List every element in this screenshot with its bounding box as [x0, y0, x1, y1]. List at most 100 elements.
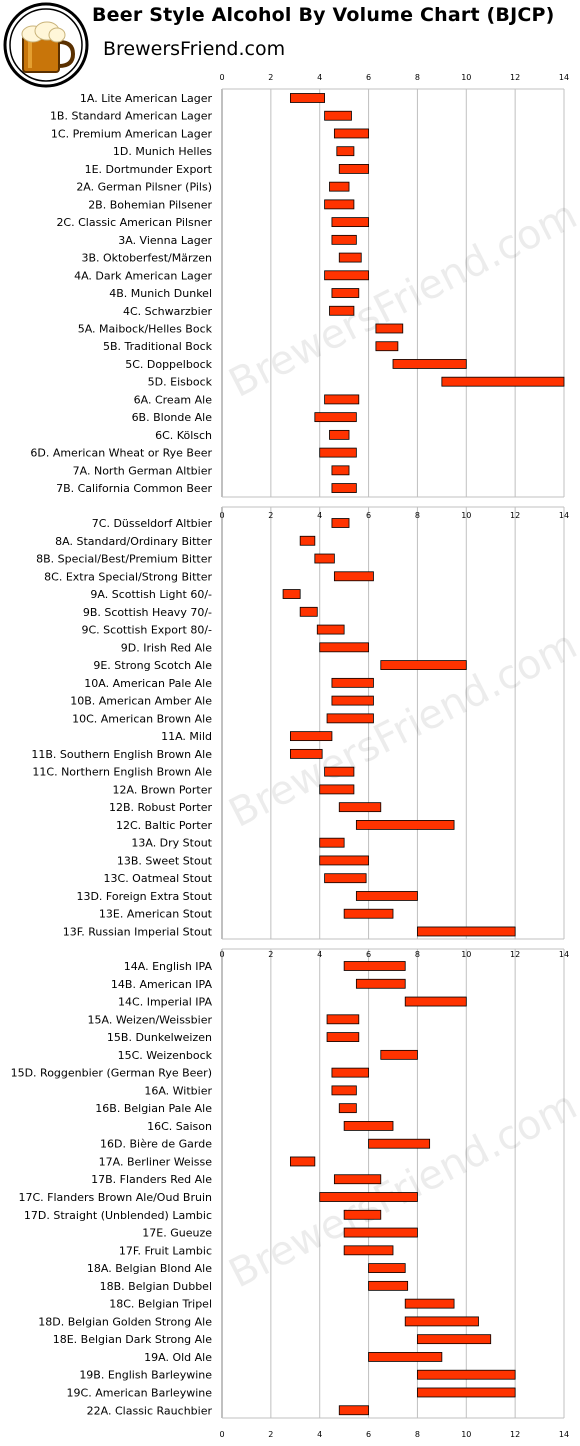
category-label: 17A. Berliner Weisse: [99, 1155, 213, 1168]
abv-range-bar: [343, 1227, 418, 1238]
x-tick-label: 0: [219, 73, 224, 82]
abv-range-bar: [441, 376, 565, 387]
category-label: 13C. Oatmeal Stout: [104, 872, 213, 885]
category-label: 15A. Weizen/Weissbier: [88, 1013, 213, 1026]
abv-range-bar: [324, 873, 367, 884]
beer-mug-icon: [3, 2, 89, 88]
category-label: 4C. Schwarzbier: [123, 305, 213, 318]
abv-range-bar: [375, 323, 404, 334]
category-label: 17C. Flanders Brown Ale/Oud Bruin: [18, 1191, 212, 1204]
category-label: 10A. American Pale Ale: [84, 677, 212, 690]
category-label: 2A. German Pilsner (Pils): [76, 181, 212, 194]
abv-range-bar: [331, 677, 374, 688]
x-tick-label: 10: [461, 73, 471, 82]
x-tick-label: 10: [461, 511, 471, 520]
abv-range-bar: [333, 571, 374, 582]
abv-range-bar: [338, 1405, 369, 1416]
category-label: 14B. American IPA: [111, 978, 213, 991]
category-label: 17B. Flanders Red Ale: [91, 1173, 212, 1186]
x-tick-label: 6: [366, 511, 371, 520]
category-label: 6A. Cream Ale: [134, 393, 213, 406]
abv-range-bar: [314, 553, 335, 564]
x-tick-label: 6: [366, 1430, 371, 1439]
category-label: 19B. English Barleywine: [79, 1369, 212, 1382]
abv-range-bar: [338, 252, 362, 263]
category-label: 1B. Standard American Lager: [50, 110, 213, 123]
abv-range-bar: [368, 1263, 406, 1273]
abv-range-bar: [319, 837, 345, 848]
abv-range-bar: [326, 713, 374, 724]
abv-range-bar: [331, 234, 357, 245]
x-tick-label: 4: [317, 511, 322, 520]
abv-range-bar: [324, 766, 355, 777]
x-tick-label: 8: [415, 511, 420, 520]
category-label: 5C. Doppelbock: [125, 358, 212, 371]
category-label: 14C. Imperial IPA: [118, 996, 212, 1009]
x-tick-label: 12: [510, 511, 520, 520]
abv-range-bar: [417, 1387, 516, 1398]
x-tick-label: 14: [559, 73, 569, 82]
category-label: 3B. Oktoberfest/Märzen: [81, 252, 212, 265]
x-tick-label: 6: [366, 950, 371, 959]
category-label: 1C. Premium American Lager: [51, 127, 213, 140]
category-label: 22A. Classic Rauchbier: [87, 1404, 213, 1417]
category-label: 5A. Maibock/Helles Bock: [78, 322, 213, 335]
category-label: 9E. Strong Scotch Ale: [93, 659, 212, 672]
abv-range-bar: [289, 731, 333, 742]
x-tick-label: 10: [461, 950, 471, 959]
abv-range-bar: [319, 855, 369, 866]
category-label: 10C. American Brown Ale: [72, 712, 212, 725]
category-label: 17F. Fruit Lambic: [119, 1244, 212, 1257]
category-label: 3A. Vienna Lager: [118, 234, 212, 247]
abv-range-bar: [338, 1103, 357, 1114]
category-label: 1A. Lite American Lager: [80, 92, 213, 105]
category-label: 8C. Extra Special/Strong Bitter: [44, 570, 212, 583]
abv-range-bar: [355, 820, 455, 830]
x-tick-label: 14: [559, 511, 569, 520]
category-label: 18E. Belgian Dark Strong Ale: [53, 1333, 212, 1346]
category-label: 18B. Belgian Dubbel: [100, 1280, 212, 1293]
watermark: BrewersFriend.com: [222, 622, 580, 837]
category-label: 18D. Belgian Golden Strong Ale: [38, 1315, 212, 1328]
abv-range-bar: [331, 1067, 369, 1078]
category-label: 13D. Foreign Extra Stout: [76, 890, 212, 903]
abv-range-bar: [289, 1156, 316, 1167]
abv-range-bar: [343, 1121, 394, 1131]
category-label: 11C. Northern English Brown Ale: [32, 766, 212, 779]
abv-range-bar: [333, 1174, 382, 1185]
category-label: 16D. Bière de Garde: [100, 1138, 212, 1151]
category-label: 19C. American Barleywine: [67, 1386, 213, 1399]
x-tick-label: 2: [268, 950, 273, 959]
category-label: 14A. English IPA: [124, 960, 213, 973]
abv-range-bar: [338, 164, 369, 174]
category-label: 12A. Brown Porter: [113, 783, 213, 796]
abv-range-bar: [316, 624, 345, 635]
category-label: 17D. Straight (Unblended) Lambic: [24, 1209, 212, 1222]
category-label: 8A. Standard/Ordinary Bitter: [55, 535, 212, 548]
abv-range-bar: [326, 1014, 360, 1025]
category-label: 15B. Dunkelweizen: [107, 1031, 212, 1044]
abv-range-bar: [417, 1369, 516, 1380]
category-label: 17E. Gueuze: [142, 1227, 212, 1240]
category-label: 10B. American Amber Ale: [70, 695, 212, 708]
abv-range-bar: [404, 1298, 455, 1309]
category-label: 1E. Dortmunder Export: [85, 163, 213, 176]
category-label: 4A. Dark American Lager: [74, 269, 212, 282]
category-label: 19A. Old Ale: [144, 1351, 212, 1364]
category-label: 16C. Saison: [147, 1120, 212, 1133]
category-label: 13A. Dry Stout: [131, 837, 212, 850]
category-label: 18C. Belgian Tripel: [109, 1298, 212, 1311]
category-label: 9A. Scottish Light 60/-: [90, 588, 212, 601]
x-tick-label: 14: [559, 1430, 569, 1439]
abv-range-bar: [380, 1049, 418, 1060]
abv-range-bar: [392, 359, 467, 369]
abv-range-bar: [343, 1209, 382, 1220]
abv-range-bar: [319, 1192, 418, 1202]
category-label: 9C. Scottish Export 80/-: [82, 624, 213, 637]
x-tick-label: 0: [219, 1430, 224, 1439]
abv-range-bar: [331, 1085, 357, 1096]
category-label: 1D. Munich Helles: [113, 145, 212, 158]
abv-range-bar: [331, 288, 360, 298]
chart-subtitle: BrewersFriend.com: [103, 38, 286, 60]
